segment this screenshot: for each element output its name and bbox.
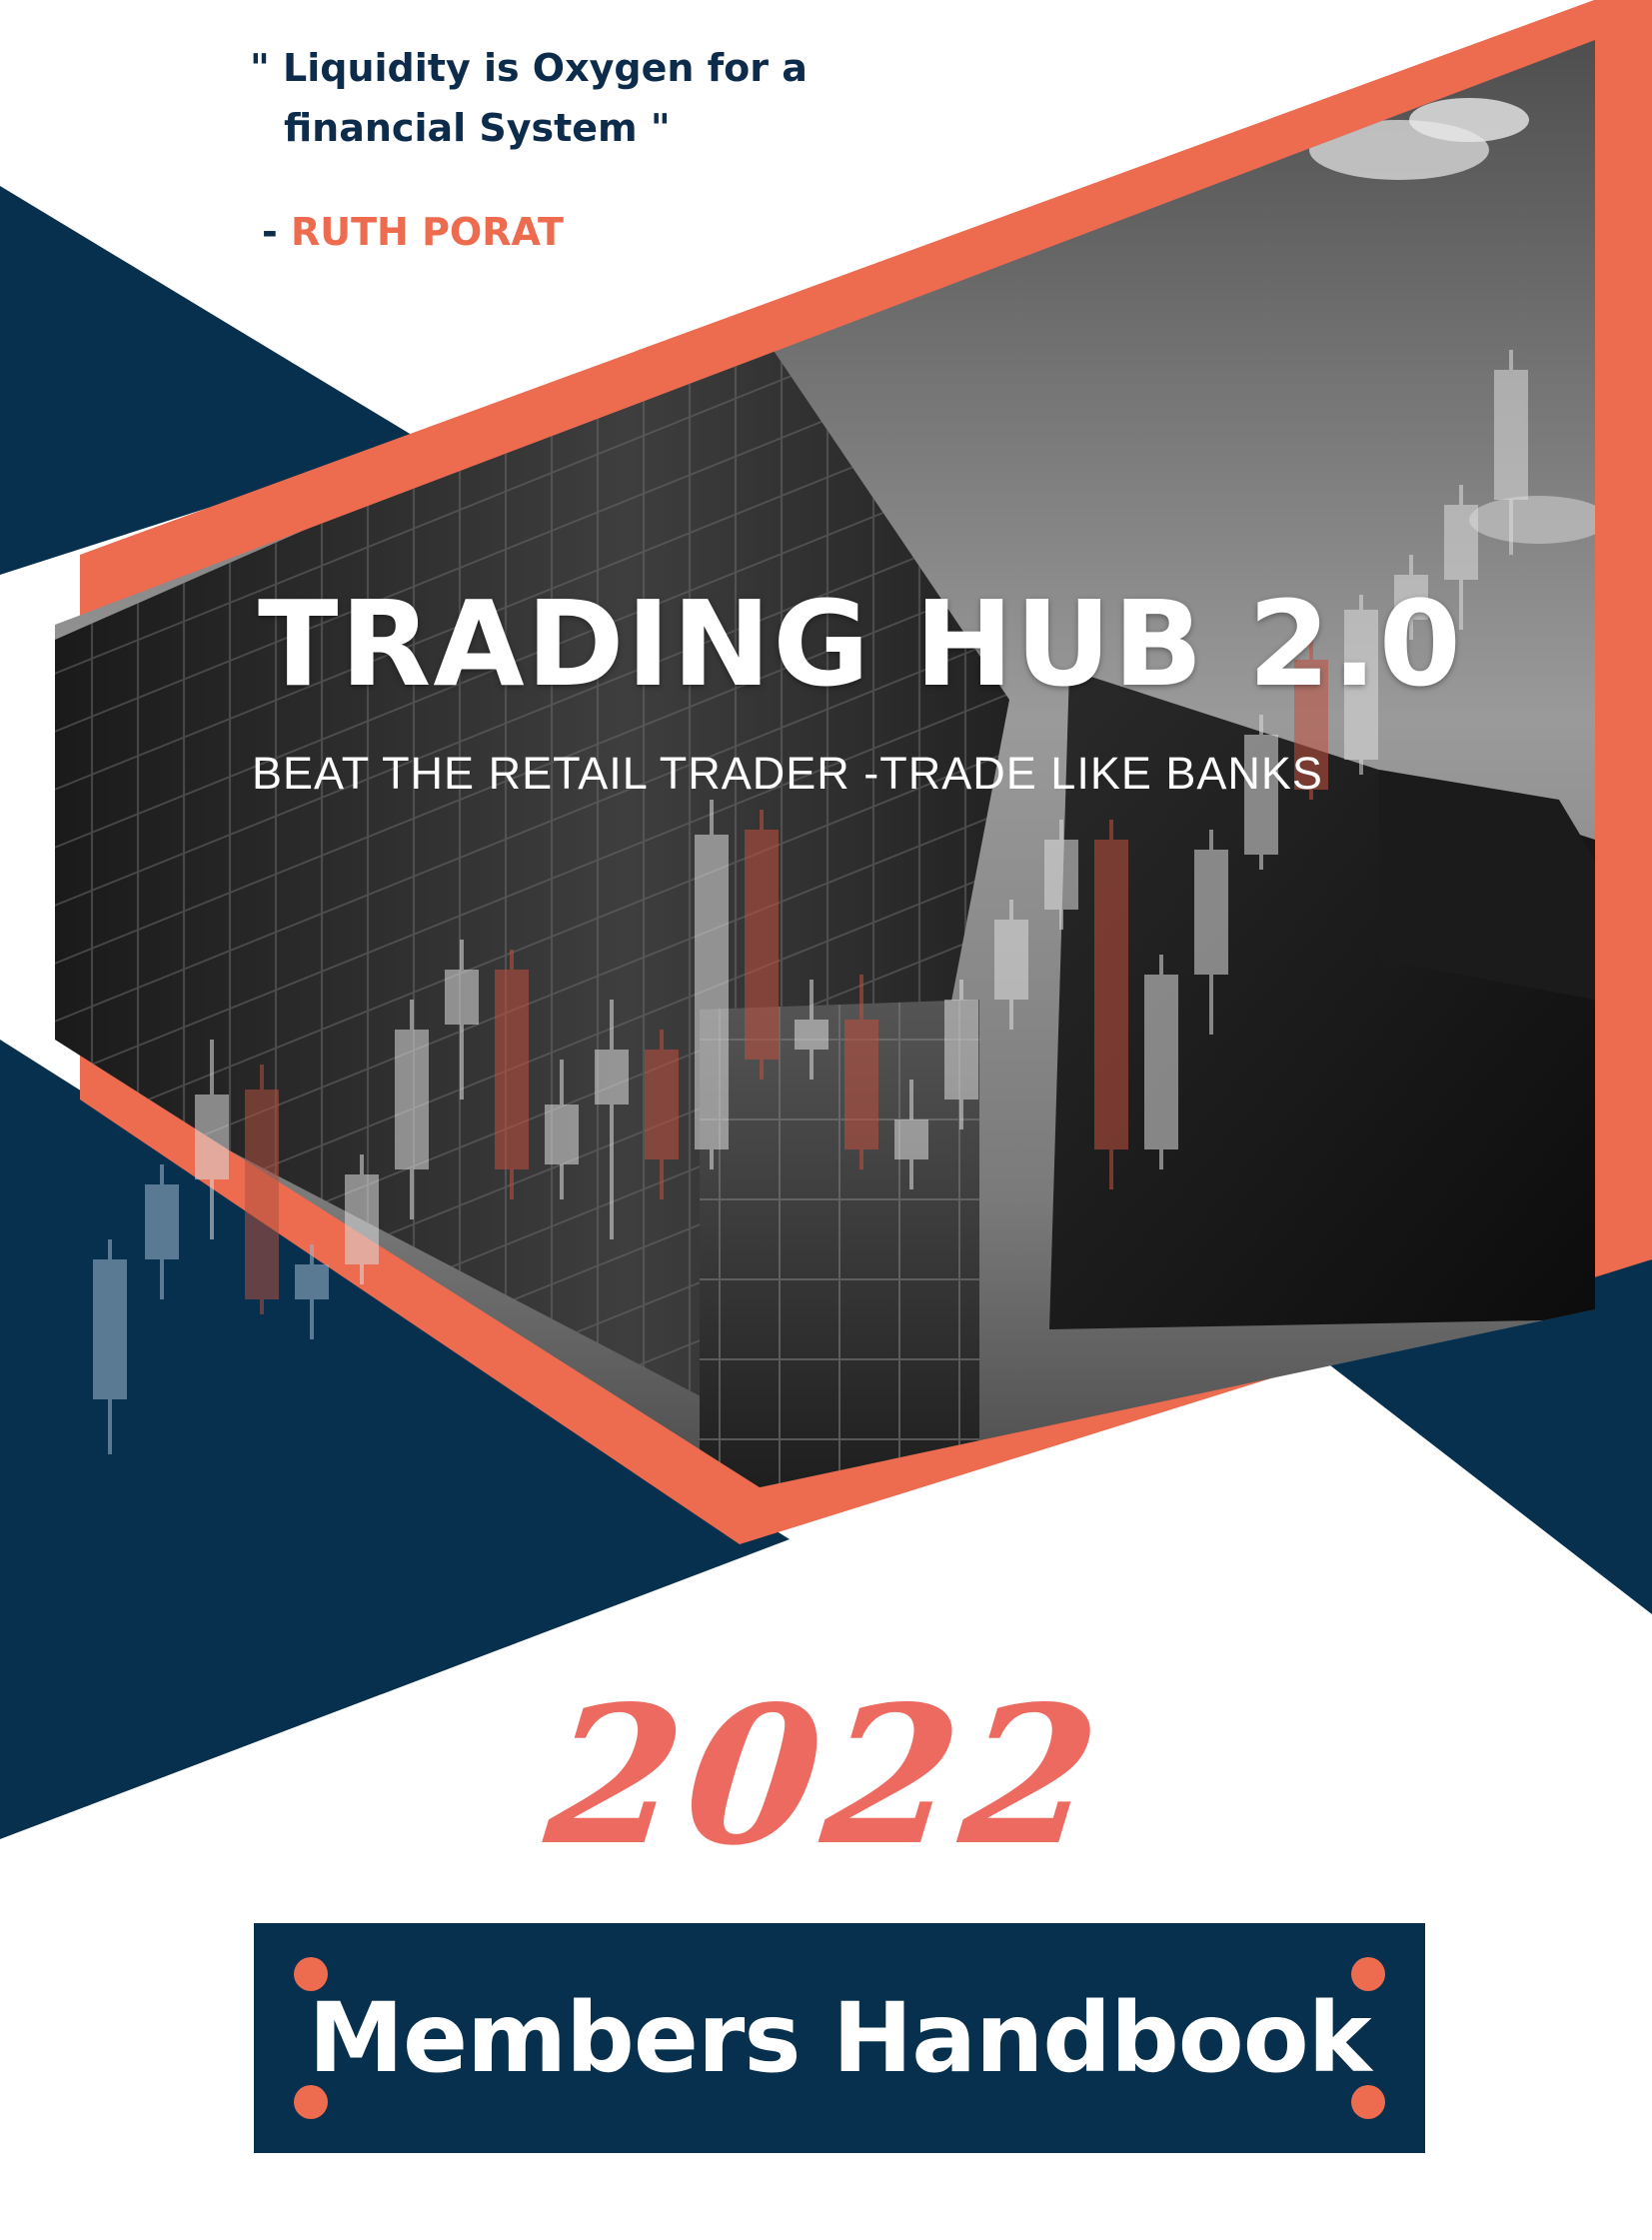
candle-body — [495, 970, 529, 1169]
corner-dot — [294, 1957, 328, 1991]
candle-body — [994, 920, 1028, 1000]
candle-body — [395, 1030, 429, 1169]
candle-body — [195, 1095, 229, 1179]
quote-author: - RUTH PORAT — [262, 210, 564, 254]
candle-body — [245, 1090, 279, 1299]
candlestick-chart-icon — [93, 350, 1528, 1454]
candle-body — [844, 1020, 878, 1149]
quote-line-1: " Liquidity is Oxygen for a — [250, 46, 808, 90]
candle-body — [944, 1000, 978, 1100]
candle-body — [695, 835, 729, 1149]
candle-body — [1294, 660, 1328, 790]
candle-body — [1494, 370, 1528, 500]
candle-body — [1144, 975, 1178, 1149]
handbook-label: Members Handbook — [308, 1982, 1371, 2094]
candle-body — [894, 1120, 928, 1159]
cover-year: 2022 — [538, 1664, 1114, 1887]
candle-body — [145, 1184, 179, 1259]
candle-body — [745, 830, 779, 1060]
navy-triangle-bottom-left — [0, 1040, 790, 1839]
candle-body — [1244, 735, 1278, 855]
navy-triangle-top-left — [0, 186, 420, 575]
quote: " Liquidity is Oxygen for a financial Sy… — [250, 38, 849, 158]
candle-body — [1094, 840, 1128, 1149]
candle-body — [1044, 840, 1078, 910]
author-prefix: - — [262, 210, 292, 254]
candle-body — [1344, 610, 1378, 760]
candle-body — [445, 970, 479, 1025]
corner-dot — [1351, 1957, 1385, 1991]
candle-body — [595, 1050, 629, 1105]
candle-body — [1394, 575, 1428, 620]
corner-dot — [1351, 2085, 1385, 2119]
candle-body — [295, 1264, 329, 1299]
candle-body — [545, 1105, 579, 1164]
candle-body — [93, 1259, 127, 1399]
quote-line-2: financial System " — [284, 106, 671, 150]
candle-body — [1444, 505, 1478, 580]
handbook-banner: Members Handbook — [254, 1923, 1425, 2153]
candle-body — [795, 1020, 828, 1050]
candle-body — [1194, 850, 1228, 975]
candle-body — [345, 1174, 379, 1264]
corner-dot — [294, 2085, 328, 2119]
author-name: RUTH PORAT — [291, 210, 564, 254]
cover-title: TRADING HUB 2.0 — [258, 575, 1463, 713]
cover-subtitle: BEAT THE RETAIL TRADER -TRADE LIKE BANKS — [252, 748, 1323, 799]
candle-body — [645, 1050, 679, 1159]
